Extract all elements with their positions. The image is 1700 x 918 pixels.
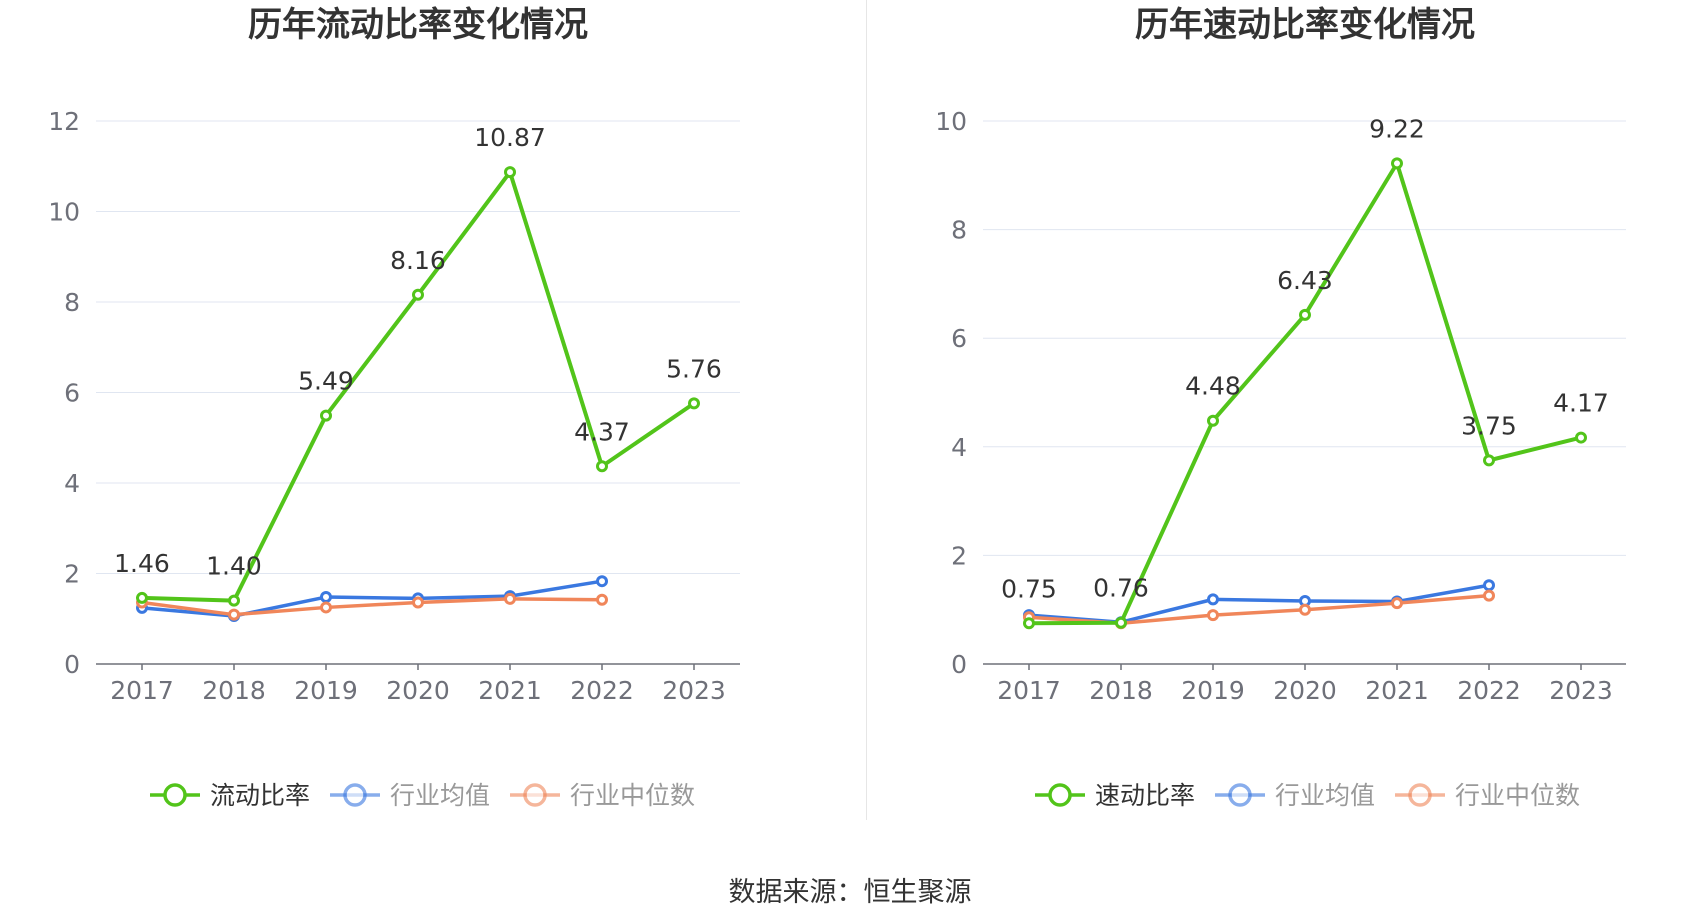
legend-marker: [163, 783, 187, 807]
legend-label: 行业均值: [1275, 781, 1375, 810]
y-tick-label: 0: [951, 650, 967, 679]
y-tick-label: 6: [64, 379, 80, 408]
data-point: [596, 593, 608, 606]
legend-label: 行业中位数: [570, 781, 695, 810]
series-line-primary: [1028, 161, 1582, 626]
y-tick-label: 2: [951, 541, 967, 570]
data-point: [504, 166, 516, 179]
x-tick-label: 2019: [294, 676, 358, 705]
y-tick-label: 10: [48, 198, 80, 227]
data-point: [688, 397, 700, 410]
legend-marker: [1408, 783, 1432, 807]
data-point: [1575, 431, 1587, 444]
y-tick-label: 6: [951, 324, 967, 353]
data-point: [1115, 616, 1127, 629]
y-tick-label: 8: [64, 288, 80, 317]
data-point: [1299, 603, 1311, 616]
data-label: 9.22: [1369, 114, 1425, 143]
data-label: 5.49: [298, 367, 354, 396]
y-tick-label: 4: [951, 433, 967, 462]
data-point: [1483, 579, 1495, 592]
legend-marker: [1228, 783, 1252, 807]
data-label: 6.43: [1277, 266, 1333, 295]
y-tick-label: 12: [48, 107, 80, 136]
x-tick-label: 2018: [1089, 676, 1153, 705]
data-label: 0.75: [1001, 574, 1057, 603]
data-point: [1391, 597, 1403, 610]
chart-title: 历年速动比率变化情况: [1135, 5, 1475, 45]
y-tick-label: 0: [64, 650, 80, 679]
x-tick-label: 2023: [1549, 676, 1613, 705]
data-label: 1.40: [206, 552, 262, 581]
data-point: [320, 601, 332, 614]
legend-label: 速动比率: [1095, 781, 1195, 810]
data-point: [1391, 157, 1403, 170]
data-label: 8.16: [390, 246, 446, 275]
source-label: 数据来源：恒生聚源: [728, 877, 972, 908]
data-point: [1207, 609, 1219, 622]
data-point: [1483, 589, 1495, 602]
y-tick-label: 4: [64, 469, 80, 498]
data-label: 3.75: [1461, 411, 1517, 440]
data-point: [412, 288, 424, 301]
series-line-primary: [141, 170, 696, 603]
x-tick-label: 2017: [110, 676, 174, 705]
x-tick-label: 2019: [1181, 676, 1245, 705]
data-point: [1207, 593, 1219, 606]
data-point: [1483, 454, 1495, 467]
legend-marker: [1048, 783, 1072, 807]
data-point: [228, 608, 240, 621]
data-point: [136, 591, 148, 604]
series-line-industry-mean: [141, 579, 603, 618]
data-label: 1.46: [114, 549, 170, 578]
x-tick-label: 2021: [478, 676, 542, 705]
data-label: 5.76: [666, 354, 722, 383]
legend-marker: [523, 783, 547, 807]
data-point: [596, 575, 608, 588]
data-point: [228, 594, 240, 607]
series-line-industry-median: [141, 597, 603, 617]
data-label: 4.48: [1185, 372, 1241, 401]
x-tick-label: 2018: [202, 676, 266, 705]
x-tick-label: 2017: [997, 676, 1061, 705]
data-point: [1023, 617, 1035, 630]
data-label: 4.17: [1553, 389, 1609, 418]
data-point: [412, 596, 424, 609]
x-tick-label: 2022: [1457, 676, 1521, 705]
data-point: [1299, 308, 1311, 321]
panel-divider: [866, 0, 867, 820]
y-tick-label: 10: [935, 107, 967, 136]
legend-label: 行业均值: [390, 781, 490, 810]
x-tick-label: 2020: [386, 676, 450, 705]
data-point: [320, 409, 332, 422]
data-point: [596, 460, 608, 473]
x-tick-label: 2020: [1273, 676, 1337, 705]
legend-label: 流动比率: [210, 781, 310, 810]
legend-label: 行业中位数: [1455, 781, 1580, 810]
y-tick-label: 2: [64, 560, 80, 589]
x-tick-label: 2021: [1365, 676, 1429, 705]
data-label: 0.76: [1093, 574, 1149, 603]
legend-marker: [343, 783, 367, 807]
data-point: [320, 591, 332, 604]
data-point: [504, 592, 516, 605]
x-tick-label: 2022: [570, 676, 634, 705]
chart-title: 历年流动比率变化情况: [248, 5, 588, 45]
y-tick-label: 8: [951, 216, 967, 245]
data-label: 10.87: [474, 123, 546, 152]
data-point: [1207, 414, 1219, 427]
data-label: 4.37: [574, 417, 630, 446]
x-tick-label: 2023: [662, 676, 726, 705]
